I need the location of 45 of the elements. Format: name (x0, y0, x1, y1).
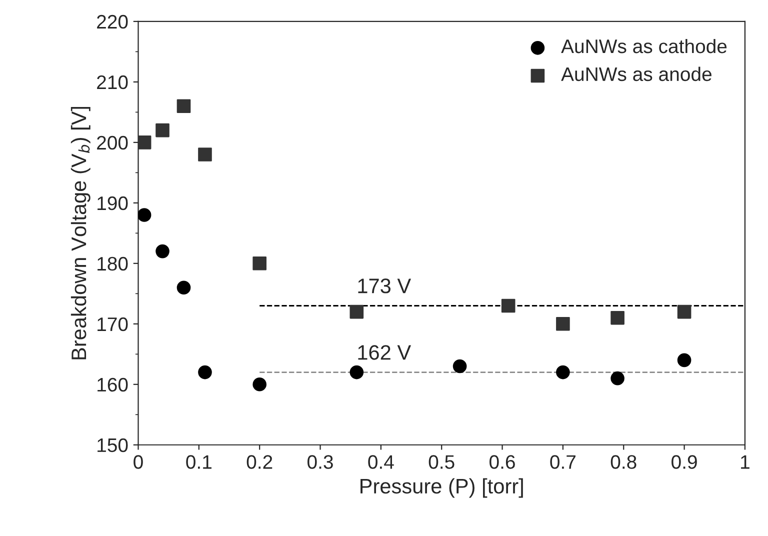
x-tick-label: 1 (741, 455, 750, 469)
x-tick-label: 0 (134, 455, 143, 469)
y-tick-label: 150 (98, 438, 128, 452)
point (350, 365, 364, 380)
annotation: 162 V (358, 345, 412, 360)
point (556, 316, 570, 331)
point (176, 280, 191, 295)
point (252, 377, 266, 392)
y-tick-label: 200 (97, 136, 128, 150)
x-axis-title: Pressure (P) [torr] (360, 478, 523, 498)
point (252, 256, 266, 270)
legend-label: AuNWs as anode (561, 66, 712, 82)
y-tick-label: 170 (98, 317, 128, 332)
point (156, 123, 170, 138)
point (138, 136, 152, 150)
point (350, 304, 364, 319)
x-tick-label: 0.6 (490, 455, 515, 469)
x-tick-label: 0.4 (368, 455, 394, 469)
point (556, 365, 570, 380)
x-tick-label: 0.5 (428, 455, 454, 469)
x-tick-label: 0.9 (672, 455, 697, 469)
y-tick-label: 160 (98, 378, 128, 392)
point (610, 371, 624, 386)
x-tick-label: 0.1 (186, 455, 212, 469)
point (677, 353, 692, 368)
point (610, 310, 624, 325)
point (176, 99, 191, 114)
point (138, 208, 152, 222)
y-tick-label: 220 (97, 14, 128, 29)
x-tick-label: 0.3 (308, 455, 333, 469)
point (452, 359, 467, 374)
point (156, 244, 170, 258)
legend-label: AuNWs as cathode (561, 38, 727, 54)
point (198, 365, 212, 380)
point (198, 148, 212, 162)
x-tick-label: 0.2 (246, 455, 272, 469)
point (677, 304, 692, 319)
x-tick-label: 0.7 (550, 455, 576, 469)
y-tick-label: 190 (98, 196, 128, 210)
annotation: 173 V (358, 278, 412, 294)
point (501, 298, 516, 313)
x-tick-label: 0.8 (610, 455, 636, 469)
y-tick-label: 180 (98, 256, 128, 271)
y-tick-label: 210 (97, 75, 128, 90)
y-axis-title: Breakdown Voltage (V$_{b}$) [V] (70, 106, 90, 360)
